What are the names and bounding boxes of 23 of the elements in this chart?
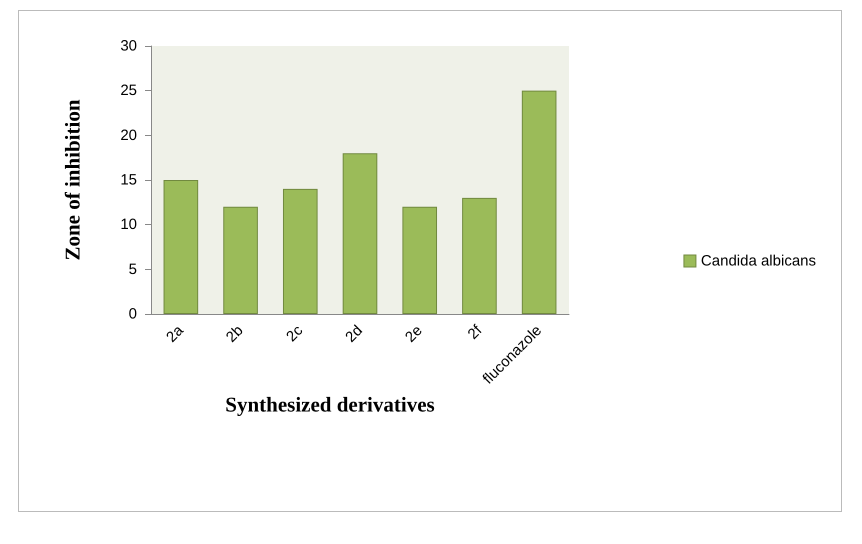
bar <box>282 188 318 314</box>
bar <box>223 206 258 314</box>
x-tick-label: 2a <box>163 322 188 346</box>
bar <box>462 198 497 314</box>
bar <box>342 153 378 314</box>
y-tick-label: 10 <box>120 216 137 234</box>
y-tick-label: 20 <box>120 126 137 144</box>
x-tick-label: 2b <box>222 322 247 346</box>
bar <box>402 206 438 314</box>
y-tick-label: 15 <box>120 172 137 188</box>
bar <box>164 180 198 314</box>
y-axis-title: Zone of inhibition <box>60 99 84 261</box>
x-axis-title: Synthesized derivatives <box>225 392 435 416</box>
x-tick-label: 2c <box>283 322 307 346</box>
y-tick-label: 25 <box>120 82 137 100</box>
x-tick-label: 2d <box>342 322 366 346</box>
legend-label: Candida albicans <box>700 252 816 270</box>
bar <box>522 90 556 314</box>
x-tick-label: 2e <box>402 322 426 346</box>
y-tick-label: 30 <box>120 38 137 54</box>
y-tick-label: 5 <box>128 260 137 278</box>
x-tick-label: 2f <box>464 321 486 343</box>
y-tick-label: 0 <box>128 306 137 322</box>
